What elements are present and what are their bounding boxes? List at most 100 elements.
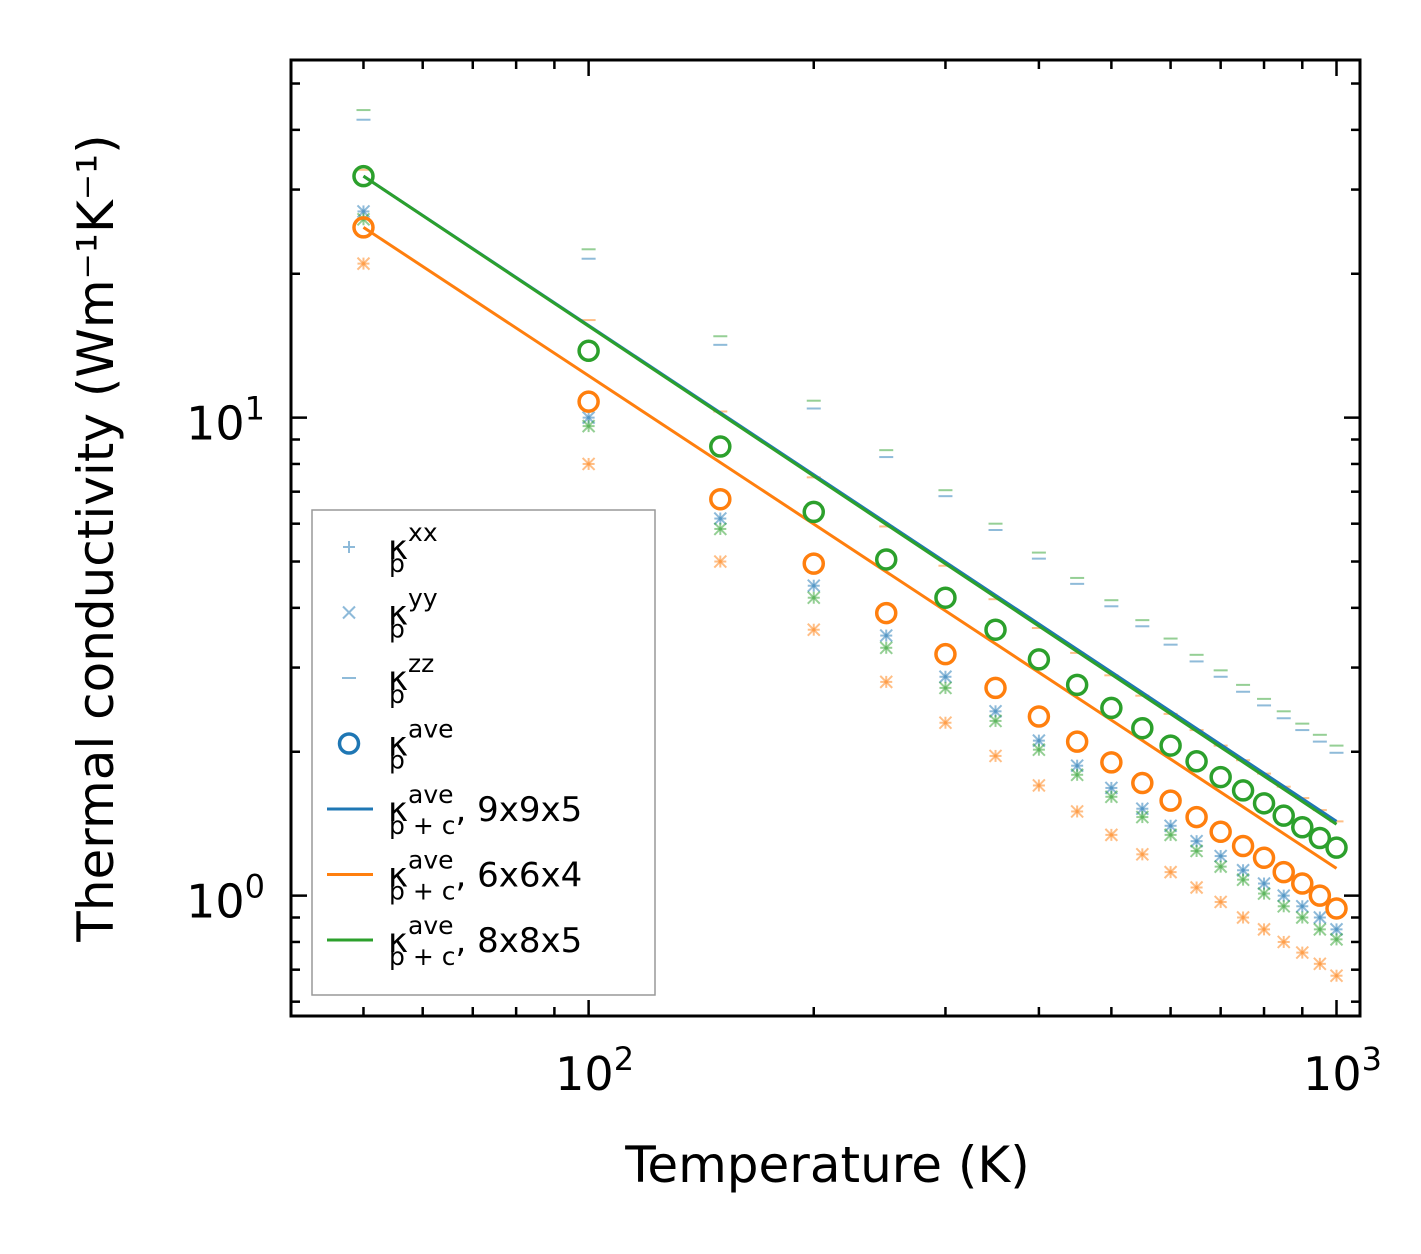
series-kp_yy-orange	[356, 256, 1344, 983]
data-point	[1163, 865, 1178, 879]
data-point	[1272, 860, 1295, 884]
data-point	[1291, 816, 1314, 839]
data-point	[802, 500, 826, 524]
data-point	[1070, 768, 1084, 782]
data-point	[1313, 922, 1327, 937]
data-point	[581, 419, 596, 433]
data-point	[1257, 886, 1271, 901]
data-point	[577, 390, 600, 413]
fit-line-green	[362, 174, 1338, 826]
data-point	[1027, 648, 1051, 671]
axis-ticks	[289, 60, 1360, 1016]
data-point	[1065, 673, 1089, 697]
data-point	[879, 641, 893, 655]
data-point	[1257, 922, 1271, 937]
series-kp_zz-blue	[356, 118, 1344, 754]
legend-label: κave p + c, 8x8x5	[388, 911, 582, 971]
data-point	[1272, 804, 1295, 827]
data-point	[1325, 897, 1348, 920]
tick-labels: 102 103 100 101	[186, 390, 1382, 1101]
legend-entry: κave p + c, 6x6x4	[327, 846, 582, 906]
series-kp_ave-8x8x5	[352, 164, 1348, 859]
legend-marker	[342, 605, 356, 620]
series-kp_yy-green	[356, 212, 1344, 947]
data-point	[938, 681, 953, 695]
data-point	[1308, 826, 1332, 850]
legend-label: κave p	[388, 715, 454, 775]
data-point	[1209, 765, 1232, 789]
data-point	[713, 522, 728, 536]
legend-entry: κave p + c, 8x8x5	[327, 911, 582, 971]
data-point	[581, 457, 596, 471]
data-point	[709, 487, 732, 511]
data-point	[1308, 884, 1332, 907]
legend-box	[311, 509, 656, 996]
data-point	[577, 339, 600, 363]
data-point	[1131, 771, 1154, 795]
data-point	[988, 704, 1003, 719]
data-point	[713, 511, 728, 526]
data-point	[709, 435, 732, 458]
data-point	[1185, 805, 1208, 829]
data-point	[1252, 846, 1276, 870]
data-point	[1257, 876, 1271, 891]
data-point	[352, 164, 375, 188]
data-point	[1163, 828, 1178, 842]
data-point	[807, 623, 821, 637]
data-point	[1329, 922, 1344, 937]
legend-entry: κave p + c, 9x9x5	[327, 780, 582, 840]
x-tick-label: 103	[1303, 1040, 1382, 1101]
data-point	[1329, 932, 1344, 947]
x-tick-label: 102	[555, 1040, 634, 1101]
data-point	[802, 552, 826, 575]
data-point	[938, 716, 953, 730]
data-point	[1185, 750, 1208, 773]
data-point	[1027, 705, 1051, 728]
data-point	[1189, 834, 1204, 848]
legend-entry: κyy p	[342, 584, 438, 644]
y-tick-label: 101	[186, 390, 265, 451]
data-point	[879, 628, 893, 643]
data-point	[1313, 910, 1327, 925]
data-point	[1295, 910, 1309, 925]
data-point	[1189, 844, 1204, 858]
data-point	[1295, 945, 1309, 960]
plot-frame	[289, 58, 1362, 1018]
legend-label: κave p + c, 9x9x5	[388, 780, 582, 840]
data-point	[1104, 828, 1119, 842]
data-point	[988, 749, 1003, 763]
data-point	[807, 591, 821, 605]
data-point	[938, 670, 953, 684]
data-point	[1104, 790, 1119, 804]
legend-label: κzz p	[388, 649, 434, 709]
data-point	[1100, 696, 1123, 720]
data-point	[1231, 779, 1255, 802]
y-axis-label: Thermal conductivity (Wm⁻¹K⁻¹)	[67, 134, 125, 942]
data-point	[1313, 957, 1327, 971]
legend-label: κxx p	[388, 518, 438, 578]
data-point	[934, 586, 957, 609]
data-point	[1159, 734, 1182, 757]
data-point	[1131, 716, 1154, 740]
data-point	[1236, 910, 1250, 925]
data-point	[1213, 895, 1228, 909]
y-tick-label: 100	[186, 868, 265, 929]
data-point	[1065, 730, 1089, 753]
legend-marker	[343, 541, 355, 553]
data-point	[807, 579, 821, 593]
data-point	[1291, 872, 1314, 895]
data-point	[1295, 899, 1309, 913]
data-point	[984, 618, 1007, 641]
data-point	[879, 675, 893, 689]
data-point	[1329, 968, 1344, 983]
legend-marker	[337, 732, 361, 755]
legend-label: κave p + c, 6x6x4	[388, 846, 582, 906]
data-point	[984, 676, 1007, 700]
series-kp_zz-green	[356, 109, 1344, 747]
data-point	[934, 642, 957, 666]
data-point	[1159, 789, 1182, 812]
data-point	[1277, 888, 1291, 903]
data-point	[1070, 804, 1084, 819]
legend-label: κyy p	[388, 584, 438, 644]
